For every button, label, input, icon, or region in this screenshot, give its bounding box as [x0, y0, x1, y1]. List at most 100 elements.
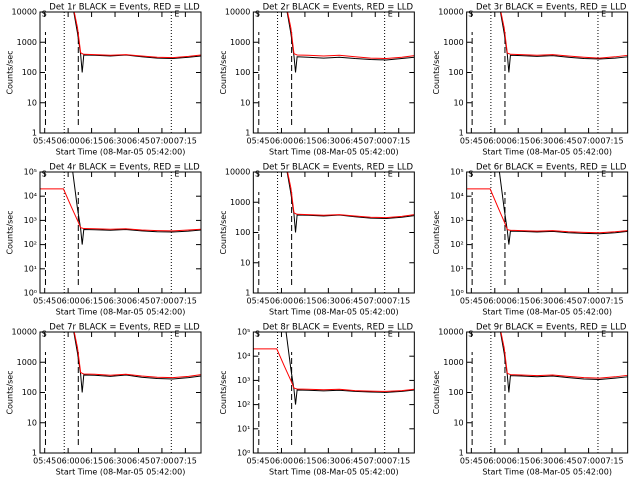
x-axis-label: Start Time (08-Mar-05 05:42:00): [482, 468, 612, 477]
x-tick-label: 07:00: [364, 457, 387, 466]
series-line: [253, 348, 415, 392]
annotation: E: [174, 170, 179, 179]
y-axis-label: Counts/sec: [6, 210, 15, 254]
x-tick-label: 06:00: [57, 297, 80, 306]
annotation: E: [601, 330, 606, 339]
series-line: [500, 12, 628, 59]
y-tick-label: 10²: [24, 240, 37, 249]
annotation: S: [468, 170, 473, 179]
y-axis-label: Counts/sec: [219, 50, 228, 94]
y-tick-label: 10000: [12, 328, 37, 337]
x-tick-label: 06:00: [270, 457, 293, 466]
annotation: S: [255, 10, 260, 19]
series-line: [73, 12, 201, 59]
x-tick-label: 05:45: [33, 297, 56, 306]
x-tick-label: 07:15: [387, 457, 410, 466]
y-tick-label: 1: [32, 449, 37, 458]
x-tick-label: 06:30: [530, 137, 553, 146]
y-axis-label: Counts/sec: [6, 50, 15, 94]
series-line: [73, 332, 201, 393]
y-axis-label: Counts/sec: [6, 370, 15, 414]
series-line: [498, 172, 628, 245]
x-tick-label: 06:45: [127, 137, 150, 146]
y-tick-label: 10³: [24, 216, 37, 225]
y-tick-label: 1000: [17, 358, 37, 367]
panel-title: Det 8r BLACK = Events, RED = LLD: [263, 323, 414, 333]
series-line: [285, 332, 415, 405]
panel: Det 3r BLACK = Events, RED = LLD Counts/s…: [432, 3, 629, 157]
y-tick-label: 10⁰: [237, 449, 250, 458]
plot-frame: [39, 171, 202, 294]
annotation: E: [601, 10, 606, 19]
x-tick-label: 07:15: [387, 137, 410, 146]
y-tick-label: 10⁴: [450, 192, 463, 201]
plot-frame: [252, 331, 415, 454]
panel: Det 8r BLACK = Events, RED = LLD Counts/s…: [219, 323, 415, 477]
x-tick-label: 05:45: [460, 457, 483, 466]
panel-title: Det 9r BLACK = Events, RED = LLD: [476, 323, 627, 333]
y-tick-label: 100: [235, 68, 250, 77]
annotation: S: [42, 170, 47, 179]
x-tick-label: 05:45: [33, 137, 56, 146]
annotation: E: [388, 170, 393, 179]
x-tick-label: 06:45: [127, 457, 150, 466]
x-tick-label: 07:00: [577, 457, 600, 466]
x-axis-label: Start Time (08-Mar-05 05:42:00): [269, 468, 399, 477]
x-tick-label: 07:15: [174, 457, 197, 466]
x-tick-label: 07:15: [174, 137, 197, 146]
panel: Det 2r BLACK = Events, RED = LLD Counts/s…: [219, 3, 415, 157]
x-tick-label: 06:30: [317, 297, 340, 306]
x-tick-label: 06:00: [270, 137, 293, 146]
series-line: [286, 172, 415, 233]
panel: Det 1r BLACK = Events, RED = LLD Counts/s…: [6, 3, 202, 157]
y-tick-label: 1000: [443, 358, 463, 367]
x-tick-label: 06:15: [507, 137, 530, 146]
x-tick-label: 05:45: [246, 457, 269, 466]
x-tick-label: 06:15: [507, 457, 530, 466]
x-tick-label: 07:15: [387, 297, 410, 306]
annotation: S: [255, 170, 260, 179]
x-tick-label: 07:00: [150, 457, 173, 466]
y-axis-label: Counts/sec: [219, 210, 228, 254]
panel: Det 7r BLACK = Events, RED = LLD Counts/s…: [6, 323, 202, 477]
series-line: [72, 172, 201, 245]
series-line: [466, 188, 628, 234]
panel: Det 4r BLACK = Events, RED = LLD Counts/s…: [6, 163, 202, 317]
x-tick-label: 06:00: [57, 137, 80, 146]
annotation: E: [601, 170, 606, 179]
y-axis-label: Counts/sec: [432, 50, 441, 94]
y-tick-label: 100: [235, 228, 250, 237]
annotation: S: [255, 330, 260, 339]
annotation: S: [468, 330, 473, 339]
y-tick-label: 10: [240, 258, 250, 267]
x-tick-label: 07:00: [364, 137, 387, 146]
panel-title: Det 5r BLACK = Events, RED = LLD: [263, 163, 414, 173]
x-tick-label: 06:45: [554, 297, 577, 306]
series-line: [500, 332, 628, 379]
x-tick-label: 06:45: [340, 297, 363, 306]
y-tick-label: 1000: [443, 38, 463, 47]
y-tick-label: 1: [459, 129, 464, 138]
y-tick-label: 10000: [225, 8, 250, 17]
x-tick-label: 06:30: [103, 137, 126, 146]
y-tick-label: 1: [245, 129, 250, 138]
annotation: E: [388, 10, 393, 19]
y-tick-label: 10¹: [450, 264, 463, 273]
x-axis-label: Start Time (08-Mar-05 05:42:00): [269, 148, 399, 157]
x-tick-label: 05:45: [460, 137, 483, 146]
x-axis-label: Start Time (08-Mar-05 05:42:00): [269, 308, 399, 317]
x-tick-label: 07:00: [150, 297, 173, 306]
y-tick-label: 1000: [230, 38, 250, 47]
x-tick-label: 06:45: [127, 297, 150, 306]
plot-frame: [252, 171, 415, 294]
y-tick-label: 10000: [438, 8, 463, 17]
y-tick-label: 10: [453, 418, 463, 427]
panel-title: Det 1r BLACK = Events, RED = LLD: [49, 3, 200, 13]
panel-title: Det 2r BLACK = Events, RED = LLD: [263, 3, 414, 13]
x-axis-label: Start Time (08-Mar-05 05:42:00): [482, 148, 612, 157]
y-tick-label: 10¹: [24, 264, 37, 273]
x-tick-label: 06:30: [317, 457, 340, 466]
y-tick-label: 1: [245, 289, 250, 298]
